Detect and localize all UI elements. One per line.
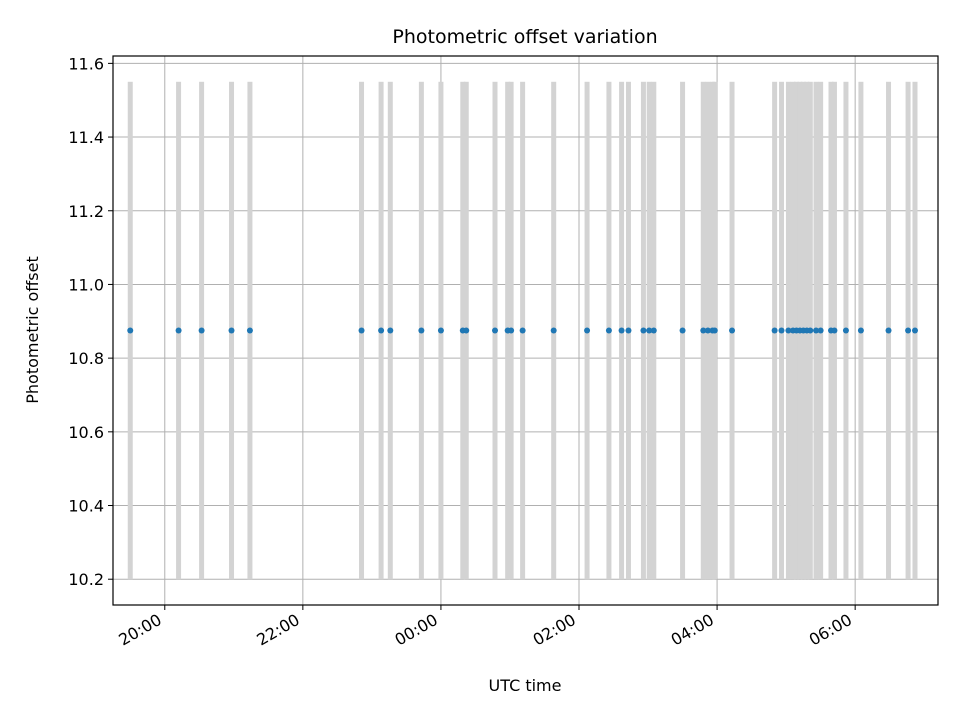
y-tick-label: 10.8: [68, 349, 104, 368]
data-point: [817, 327, 824, 334]
data-point: [650, 327, 657, 334]
data-point: [246, 327, 253, 334]
data-point: [857, 327, 864, 334]
data-point: [640, 327, 647, 334]
data-point: [228, 327, 235, 334]
plot-frame: [112, 55, 939, 606]
data-points: [127, 327, 918, 334]
data-point: [905, 327, 912, 334]
x-tick-label: 20:00: [115, 610, 164, 650]
y-tick-label: 10.2: [68, 570, 104, 589]
x-tick-label: 22:00: [253, 610, 302, 650]
data-point: [618, 327, 625, 334]
x-tick-label: 04:00: [668, 610, 717, 650]
data-point: [519, 327, 526, 334]
data-point: [378, 327, 385, 334]
data-point: [885, 327, 892, 334]
x-tick-label: 06:00: [806, 610, 855, 650]
chart-title: Photometric offset variation: [392, 26, 657, 48]
data-point: [646, 327, 653, 334]
x-axis-label: UTC time: [489, 676, 562, 695]
data-point: [387, 327, 394, 334]
data-point: [807, 327, 814, 334]
y-tick-label: 11.2: [68, 202, 104, 221]
y-tick-label: 10.6: [68, 423, 104, 442]
data-point: [704, 327, 711, 334]
x-tick-label: 00:00: [391, 610, 440, 650]
x-tick-label: 02:00: [530, 610, 579, 650]
data-point: [492, 327, 499, 334]
y-tick-label: 11.6: [68, 54, 104, 73]
data-point: [711, 327, 718, 334]
data-point: [508, 327, 515, 334]
x-axis-ticks: 20:00 22:00 00:00 02:00 04:00 06:00: [115, 605, 856, 650]
data-point: [127, 327, 134, 334]
data-point: [785, 327, 792, 334]
data-point: [625, 327, 632, 334]
data-point: [813, 327, 820, 334]
data-point: [842, 327, 849, 334]
data-point: [831, 327, 838, 334]
data-point: [778, 327, 785, 334]
data-point: [771, 327, 778, 334]
y-axis-label: Photometric offset: [23, 256, 42, 404]
data-point: [679, 327, 686, 334]
data-point: [175, 327, 182, 334]
data-point: [437, 327, 444, 334]
data-point: [584, 327, 591, 334]
y-tick-label: 11.4: [68, 128, 104, 147]
data-point: [700, 327, 707, 334]
y-axis-ticks: 10.2 10.4 10.6 10.8 11.0 11.2 11.4 11.6: [68, 54, 113, 589]
data-point: [605, 327, 612, 334]
data-point: [911, 327, 918, 334]
data-point: [463, 327, 470, 334]
y-tick-label: 11.0: [68, 275, 104, 294]
data-point: [550, 327, 557, 334]
data-point: [358, 327, 365, 334]
y-tick-label: 10.4: [68, 497, 104, 516]
data-point: [418, 327, 425, 334]
data-point: [729, 327, 736, 334]
data-point: [198, 327, 205, 334]
